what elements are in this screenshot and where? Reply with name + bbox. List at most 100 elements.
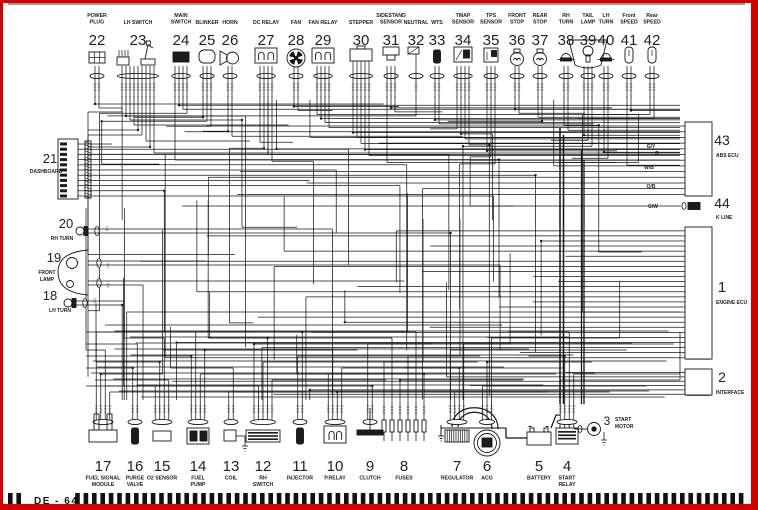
footer-tick [680, 493, 685, 505]
connector-plug [94, 226, 100, 236]
footer-tick [545, 493, 551, 505]
footer-tick [654, 493, 660, 505]
start-motor-icon [587, 422, 601, 436]
component-label: FAN [291, 20, 302, 26]
component-number: 25 [199, 32, 216, 49]
component-number: 12 [255, 458, 272, 475]
relay-icon [315, 51, 322, 60]
dashboard-icon [60, 163, 67, 167]
component-number: 34 [455, 32, 472, 49]
footer-tick [360, 493, 366, 505]
component-number: 38 [558, 32, 575, 49]
component-number: 19 [47, 250, 61, 265]
wire [144, 44, 149, 60]
wire [550, 414, 557, 429]
tail-lamp-icon [568, 39, 608, 69]
relay-icon [258, 51, 265, 60]
footer-tick [192, 493, 198, 505]
component-label: FAN RELAY [309, 20, 338, 26]
component-label: POWER [87, 13, 107, 19]
connector-plug [92, 418, 114, 426]
footer-tick [512, 493, 517, 505]
footer-tick [646, 493, 651, 505]
footer-tick [402, 493, 408, 505]
component-label: Rear [646, 13, 658, 19]
component-label: RH [562, 13, 570, 19]
component-number: 30 [353, 32, 370, 49]
dashboard-icon [60, 194, 67, 198]
footer-tick [596, 493, 601, 505]
page-code: DE - 64 [34, 496, 78, 507]
fuel-signal-module-icon [106, 413, 113, 431]
front-lamp-icon [66, 280, 74, 288]
sidestand-icon [386, 54, 396, 61]
component-label: P.RELAY [324, 476, 346, 482]
component-label: RH [259, 476, 267, 482]
connector-plug [558, 72, 574, 80]
footer-tick [604, 493, 609, 505]
footer-tick [369, 493, 374, 505]
horn-icon [226, 51, 239, 65]
component-label: BATTERY [527, 476, 551, 482]
wire-color-code: G/W [648, 204, 658, 210]
dashboard-icon [60, 152, 67, 156]
component-number: 39 [580, 32, 597, 49]
footer-tick [260, 493, 265, 505]
component-label: RH TURN [51, 236, 74, 242]
wire [84, 156, 92, 160]
connector-plug [171, 72, 191, 80]
wire [455, 49, 463, 61]
lh-switch-icon [116, 56, 130, 66]
component-label: TAIL [582, 13, 594, 19]
footer-tick [705, 493, 710, 505]
wire [84, 171, 92, 175]
frame-left-border [0, 0, 3, 510]
component-number: 14 [190, 458, 207, 475]
connector-plug [96, 258, 102, 268]
horn-icon [219, 50, 228, 66]
footer-tick [318, 493, 324, 505]
footer-tick [201, 493, 206, 505]
footer-tick [377, 493, 383, 505]
component-label: SENSOR [380, 19, 402, 25]
connector-plug [222, 72, 238, 80]
component-label: LH TURN [49, 308, 71, 314]
component-number: 36 [509, 32, 526, 49]
component-label: START [559, 476, 577, 482]
component-number: 42 [644, 32, 661, 49]
component-label: MOTOR [615, 424, 634, 430]
component-number: 10 [327, 458, 344, 475]
component-number: 17 [95, 458, 112, 475]
connector-plug [644, 72, 660, 80]
fuel-pump-icon [186, 427, 210, 445]
frame-bottom-border [0, 504, 758, 510]
valve-icon [296, 427, 304, 445]
start-motor-icon [591, 426, 597, 432]
wire-color-code: O/B [647, 184, 656, 190]
battery-icon [543, 427, 549, 433]
component-label: REAR [533, 13, 548, 19]
component-number: 43 [714, 132, 730, 148]
fuse-icon [413, 419, 419, 433]
footer-tick [234, 493, 240, 505]
connector-plug [89, 72, 105, 80]
fan-icon [286, 48, 306, 68]
wire [84, 177, 92, 181]
component-label: RELAY [558, 482, 576, 488]
footer-tick [453, 493, 458, 505]
component-number: 5 [535, 458, 543, 475]
component-label: SPEED [620, 19, 638, 25]
wire-color-code: W/B [644, 165, 654, 171]
component-number: 4 [563, 458, 571, 475]
footer-tick [92, 493, 97, 505]
fuel-pump-icon [199, 430, 208, 442]
component-number: 31 [383, 32, 400, 49]
footer-tick [108, 493, 114, 505]
footer-tick [579, 493, 584, 505]
fan-icon [293, 55, 299, 61]
component-label: DASHBOARD [30, 169, 63, 175]
wire [407, 46, 420, 55]
blinker-icon [198, 49, 216, 64]
relay-icon [311, 47, 335, 64]
footer-tick [570, 493, 576, 505]
